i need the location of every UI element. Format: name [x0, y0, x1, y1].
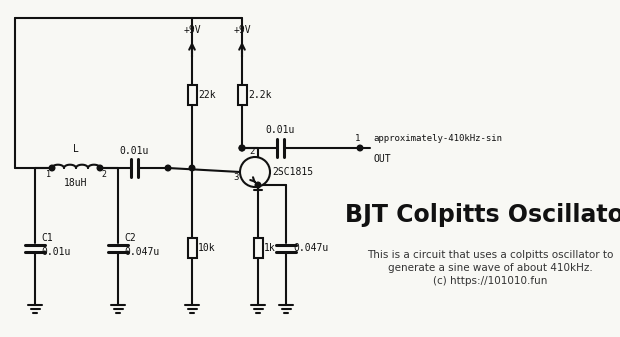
Text: 18uH: 18uH — [64, 178, 88, 188]
Text: L: L — [73, 144, 79, 154]
Text: This is a circuit that uses a colpitts oscillator to: This is a circuit that uses a colpitts o… — [367, 250, 613, 260]
Circle shape — [49, 165, 55, 171]
Text: 1k: 1k — [264, 243, 276, 253]
Circle shape — [165, 165, 171, 171]
Bar — [187, 85, 197, 105]
Text: 0.01u: 0.01u — [41, 247, 71, 257]
Text: 2: 2 — [101, 170, 106, 179]
Text: OUT: OUT — [373, 154, 391, 164]
Text: generate a sine wave of about 410kHz.: generate a sine wave of about 410kHz. — [388, 263, 592, 273]
Bar — [237, 85, 247, 105]
Text: 2.2k: 2.2k — [248, 90, 272, 100]
Circle shape — [239, 145, 245, 151]
Text: 1: 1 — [46, 170, 51, 179]
Text: 2SC1815: 2SC1815 — [272, 167, 313, 177]
Circle shape — [240, 157, 270, 187]
Text: 0.047u: 0.047u — [293, 243, 328, 253]
Circle shape — [255, 182, 261, 188]
Circle shape — [97, 165, 103, 171]
Bar — [187, 238, 197, 258]
Text: approximately-410kHz-sin: approximately-410kHz-sin — [373, 134, 502, 143]
Circle shape — [357, 145, 363, 151]
Text: 3: 3 — [234, 173, 239, 182]
Text: +9V: +9V — [183, 25, 201, 35]
Text: 10k: 10k — [198, 243, 216, 253]
Text: 0.01u: 0.01u — [265, 125, 294, 135]
Text: 2: 2 — [249, 147, 255, 156]
Text: BJT Colpitts Oscillator: BJT Colpitts Oscillator — [345, 203, 620, 227]
Circle shape — [189, 165, 195, 171]
Text: 1: 1 — [355, 134, 360, 143]
Text: 0.01u: 0.01u — [119, 146, 149, 156]
Text: C2: C2 — [124, 233, 136, 243]
Text: 22k: 22k — [198, 90, 216, 100]
Text: C1: C1 — [41, 233, 53, 243]
Text: +9V: +9V — [233, 25, 251, 35]
Circle shape — [239, 145, 245, 151]
Text: 0.047u: 0.047u — [124, 247, 159, 257]
Bar — [254, 238, 262, 258]
Text: (c) https://101010.fun: (c) https://101010.fun — [433, 276, 547, 286]
